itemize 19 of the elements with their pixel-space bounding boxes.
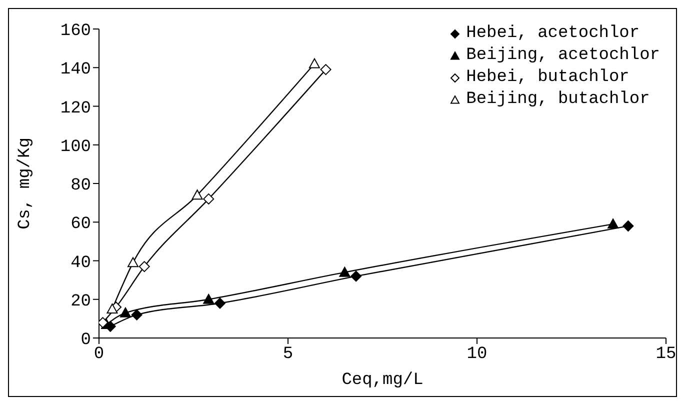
x-tick-label: 0 <box>94 345 104 364</box>
x-tick-label: 5 <box>282 345 294 364</box>
legend-label: Beijing, acetochlor <box>466 45 660 67</box>
x-axis-title: Ceq,mg/L <box>342 371 424 390</box>
x-tick-label: 15 <box>656 345 676 364</box>
y-tick-label: 60 <box>70 215 91 234</box>
legend-label: Beijing, butachlor <box>466 89 650 111</box>
y-tick-label: 120 <box>60 99 91 118</box>
y-tick-label: 20 <box>70 292 91 312</box>
y-axis-title: Cs, mg/Kg <box>16 138 36 230</box>
y-tick-label: 0 <box>80 331 91 350</box>
legend-label: Hebei, acetochlor <box>466 23 640 45</box>
y-tick-label: 40 <box>70 254 91 273</box>
y-tick-label: 80 <box>70 176 91 196</box>
y-tick-label: 160 <box>60 22 91 42</box>
y-tick-label: 100 <box>60 138 91 157</box>
y-tick-label: 140 <box>60 60 91 80</box>
legend-label: Hebei, butachlor <box>466 67 630 89</box>
x-tick-label: 10 <box>466 345 488 364</box>
